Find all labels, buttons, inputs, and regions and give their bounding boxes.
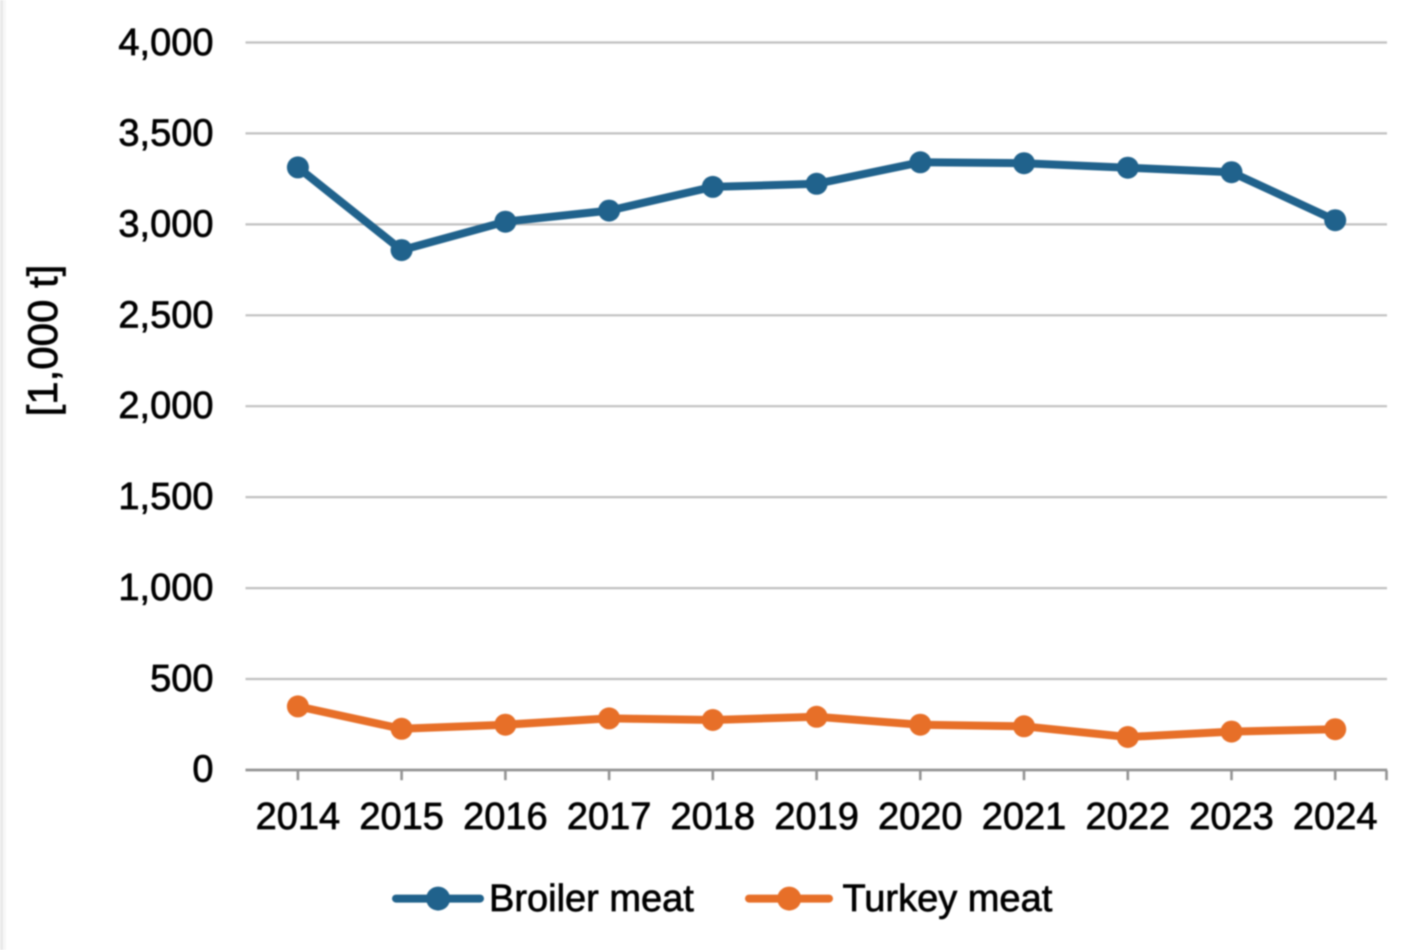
svg-text:500: 500: [150, 658, 213, 700]
svg-text:[1,000 t]: [1,000 t]: [19, 265, 66, 417]
svg-text:2,000: 2,000: [118, 385, 213, 427]
svg-text:2022: 2022: [1086, 796, 1171, 838]
svg-text:Turkey meat: Turkey meat: [843, 878, 1053, 920]
svg-text:2017: 2017: [567, 796, 652, 838]
svg-text:3,000: 3,000: [118, 204, 213, 246]
svg-text:2023: 2023: [1189, 796, 1274, 838]
svg-text:2018: 2018: [671, 796, 756, 838]
svg-text:Broiler meat: Broiler meat: [489, 878, 694, 920]
svg-text:2014: 2014: [256, 796, 341, 838]
svg-text:4,000: 4,000: [118, 22, 213, 64]
svg-text:2016: 2016: [463, 796, 548, 838]
svg-text:1,500: 1,500: [118, 476, 213, 518]
svg-text:2,500: 2,500: [118, 294, 213, 336]
svg-text:2024: 2024: [1293, 796, 1378, 838]
svg-text:2020: 2020: [878, 796, 963, 838]
svg-text:0: 0: [192, 749, 213, 791]
svg-text:2021: 2021: [982, 796, 1067, 838]
svg-text:3,500: 3,500: [118, 113, 213, 155]
svg-text:2015: 2015: [359, 796, 444, 838]
svg-text:1,000: 1,000: [118, 567, 213, 609]
svg-text:2019: 2019: [774, 796, 859, 838]
